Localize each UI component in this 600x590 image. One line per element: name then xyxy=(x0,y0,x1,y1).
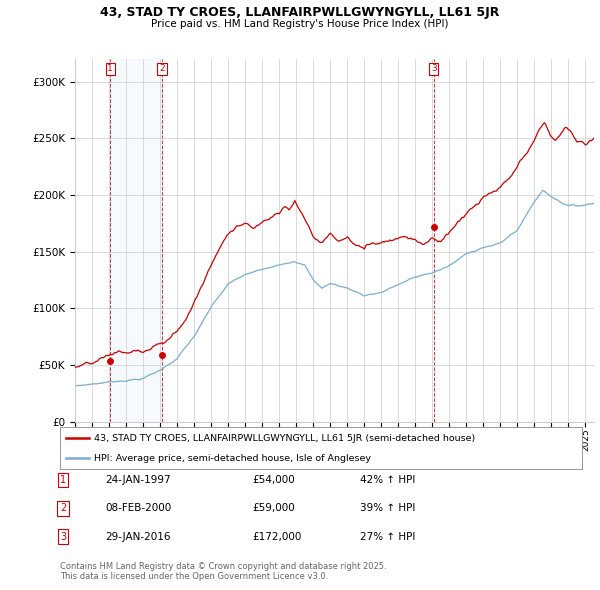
Text: £172,000: £172,000 xyxy=(252,532,301,542)
Text: 43, STAD TY CROES, LLANFAIRPWLLGWYNGYLL, LL61 5JR (semi-detached house): 43, STAD TY CROES, LLANFAIRPWLLGWYNGYLL,… xyxy=(94,434,475,442)
Text: £54,000: £54,000 xyxy=(252,475,295,485)
Text: 1: 1 xyxy=(60,475,66,485)
Text: 1: 1 xyxy=(107,64,113,73)
Bar xyxy=(110,59,162,422)
Text: £59,000: £59,000 xyxy=(252,503,295,513)
Text: 24-JAN-1997: 24-JAN-1997 xyxy=(105,475,170,485)
Text: 42% ↑ HPI: 42% ↑ HPI xyxy=(360,475,415,485)
Text: Price paid vs. HM Land Registry's House Price Index (HPI): Price paid vs. HM Land Registry's House … xyxy=(151,19,449,29)
Text: 27% ↑ HPI: 27% ↑ HPI xyxy=(360,532,415,542)
Text: 08-FEB-2000: 08-FEB-2000 xyxy=(105,503,171,513)
Text: HPI: Average price, semi-detached house, Isle of Anglesey: HPI: Average price, semi-detached house,… xyxy=(94,454,371,463)
Text: 39% ↑ HPI: 39% ↑ HPI xyxy=(360,503,415,513)
Text: 3: 3 xyxy=(60,532,66,542)
Text: Contains HM Land Registry data © Crown copyright and database right 2025.
This d: Contains HM Land Registry data © Crown c… xyxy=(60,562,386,581)
Text: 29-JAN-2016: 29-JAN-2016 xyxy=(105,532,170,542)
Text: 3: 3 xyxy=(431,64,437,73)
Text: 2: 2 xyxy=(60,503,66,513)
Text: 43, STAD TY CROES, LLANFAIRPWLLGWYNGYLL, LL61 5JR: 43, STAD TY CROES, LLANFAIRPWLLGWYNGYLL,… xyxy=(100,6,500,19)
Text: 2: 2 xyxy=(159,64,165,73)
